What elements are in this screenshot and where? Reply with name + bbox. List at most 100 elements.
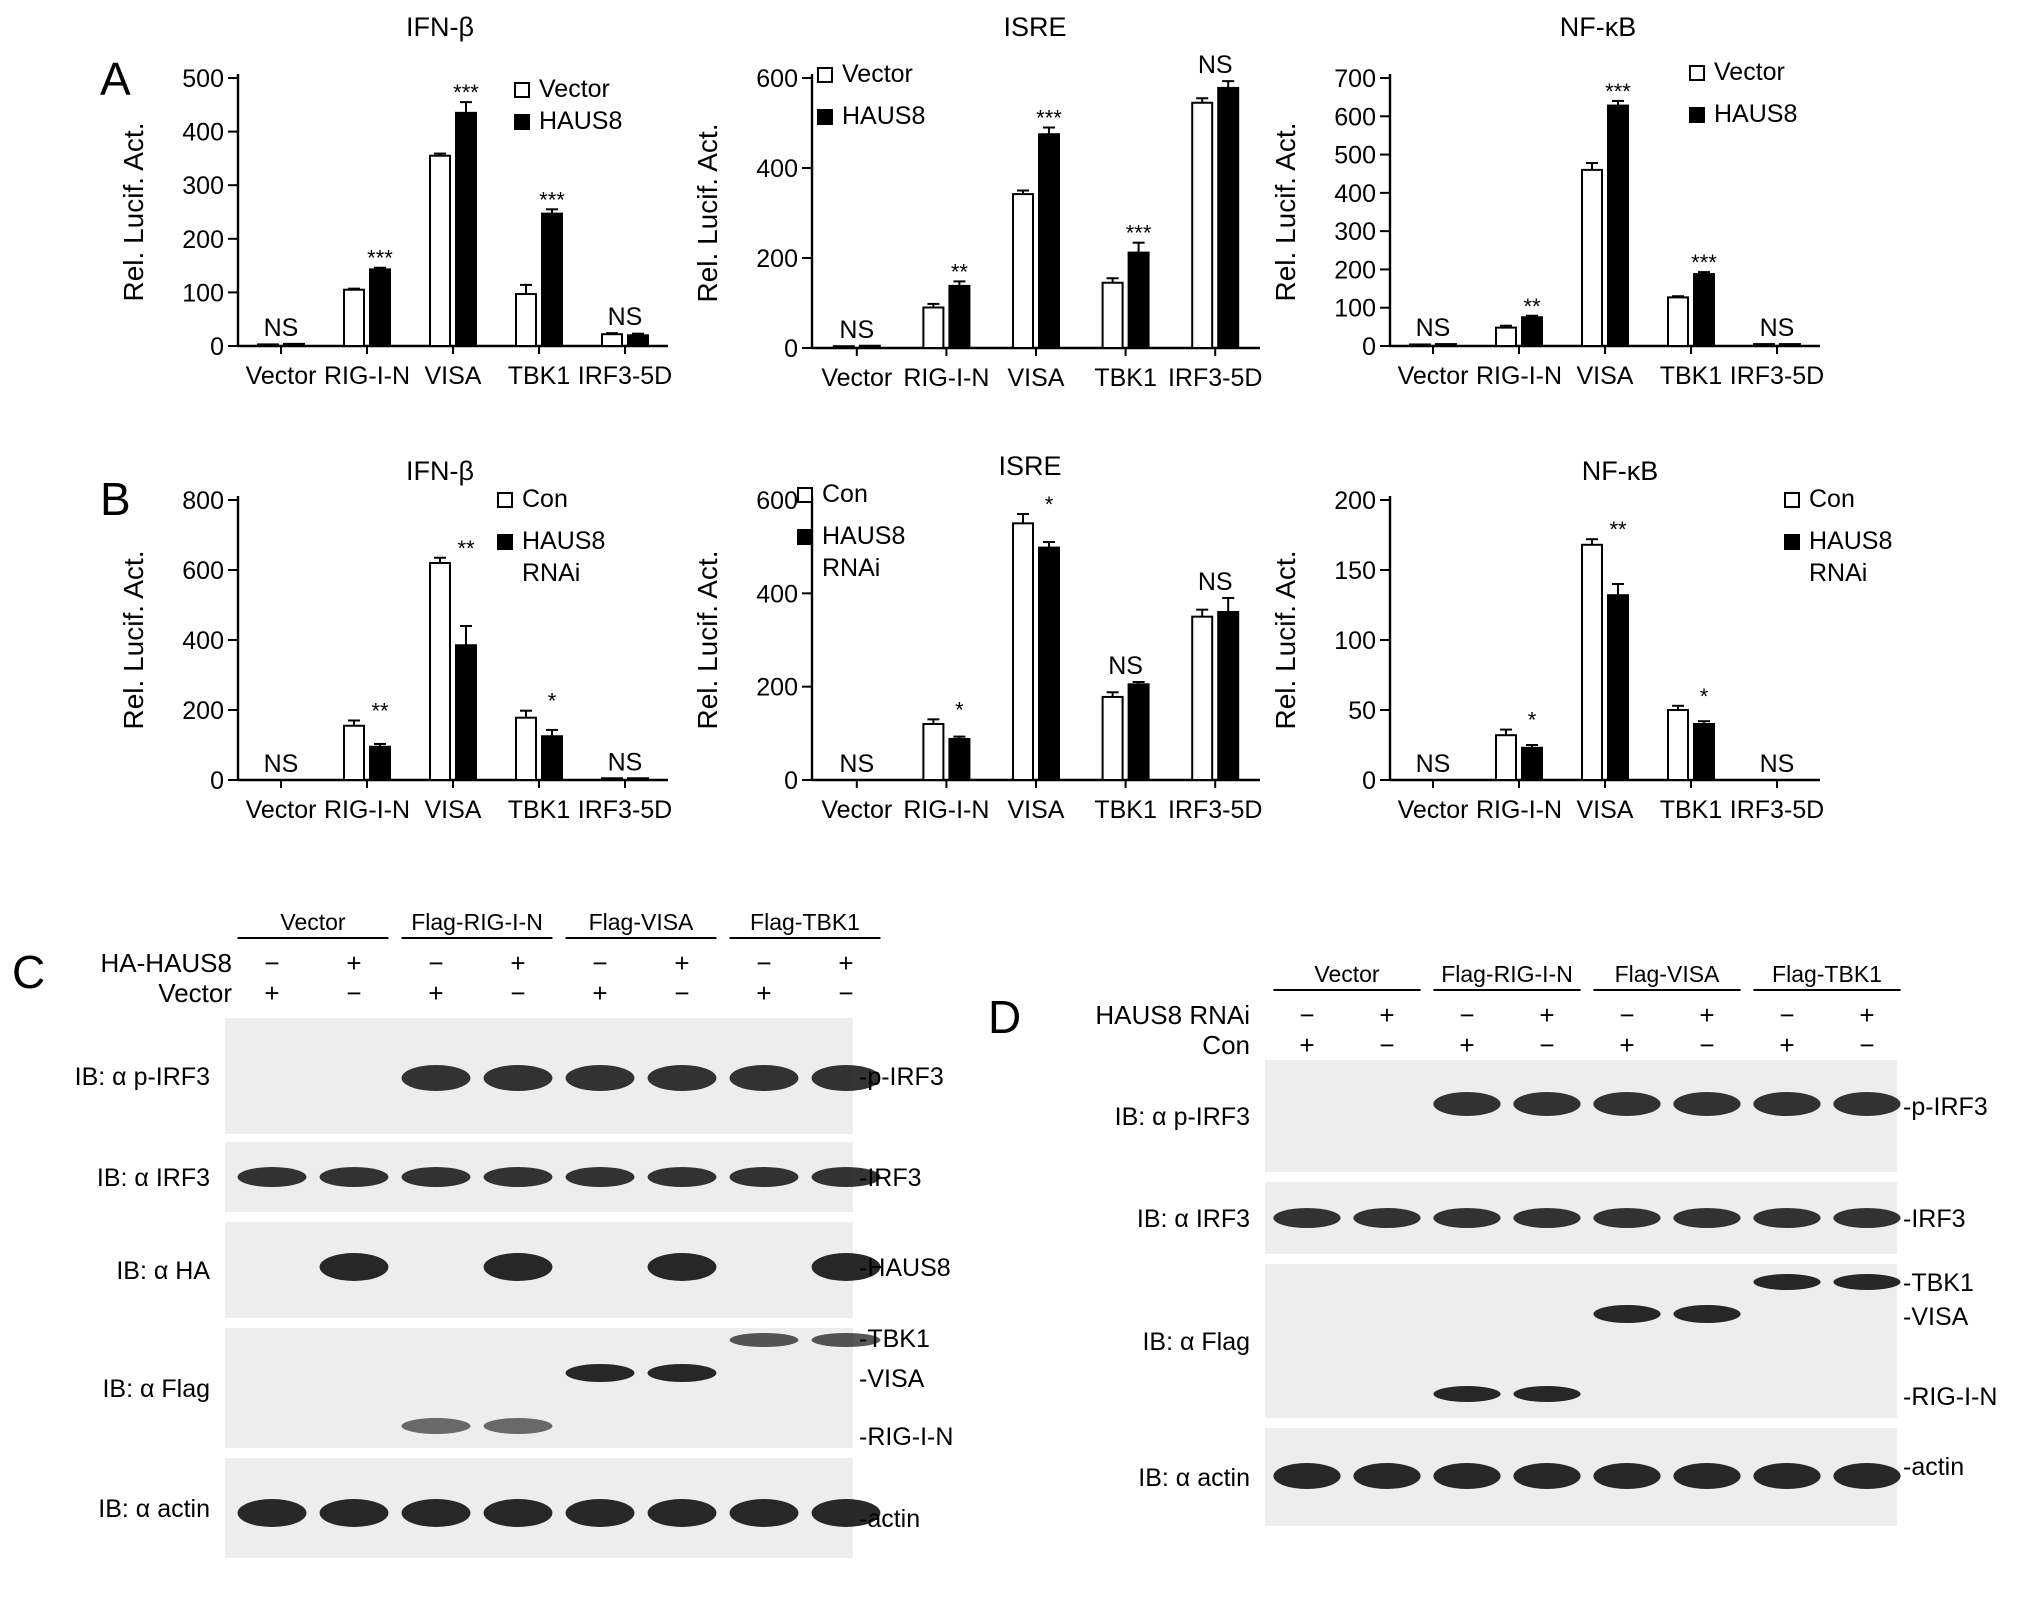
condition-sign: −	[838, 978, 853, 1008]
y-tick-label: 0	[1362, 767, 1376, 795]
legend-label: RNAi	[822, 554, 880, 582]
bar	[429, 562, 451, 781]
band-marker: -IRF3	[1903, 1205, 1966, 1233]
band	[565, 1167, 635, 1187]
bar	[1101, 695, 1124, 782]
ib-label: IB: α actin	[1138, 1464, 1250, 1492]
condition-label: Con	[1202, 1030, 1250, 1060]
bar	[1217, 611, 1240, 781]
legend-swatch	[1689, 107, 1705, 123]
significance-stars: ***	[1605, 79, 1631, 104]
band	[483, 1499, 553, 1527]
bar	[1495, 734, 1517, 782]
chart-title: IFN-β	[406, 12, 474, 42]
band	[401, 1065, 471, 1091]
condition-sign: −	[428, 948, 443, 978]
y-tick-label: 500	[182, 65, 224, 93]
significance-stars: ***	[453, 80, 479, 105]
bar	[1012, 193, 1034, 349]
significance-stars: **	[371, 699, 389, 724]
bar	[1038, 133, 1060, 349]
significance-stars: **	[951, 259, 969, 284]
band	[401, 1499, 471, 1527]
bar	[1127, 683, 1150, 781]
bar	[1038, 546, 1060, 781]
western-blot-d: Vector Flag-RIG-I-N Flag-VISA Flag-TBK1 HAUS…	[1000, 950, 2032, 1600]
legend-label: Vector	[1714, 58, 1785, 86]
band	[565, 1499, 635, 1527]
bar	[1127, 251, 1150, 350]
y-axis-label: Rel. Lucif. Act.	[1270, 551, 1301, 730]
bar	[1667, 709, 1689, 781]
bar	[922, 723, 945, 781]
condition-sign: +	[674, 948, 689, 978]
ib-label: IB: α actin	[98, 1495, 210, 1523]
band	[1273, 1463, 1341, 1489]
chart-title: ISRE	[1003, 12, 1066, 42]
band	[1433, 1092, 1501, 1116]
band	[647, 1499, 717, 1527]
significance-stars: *	[1528, 708, 1537, 733]
bar	[1191, 615, 1214, 782]
y-axis-label: Rel. Lucif. Act.	[118, 551, 149, 730]
y-axis-label: Rel. Lucif. Act.	[118, 123, 149, 302]
legend-swatch	[514, 82, 530, 98]
y-tick-label: 0	[784, 335, 798, 363]
bar	[1693, 273, 1715, 347]
band-marker: -HAUS8	[859, 1254, 951, 1282]
ib-label: IB: α IRF3	[1137, 1205, 1250, 1233]
band	[647, 1167, 717, 1187]
legend-swatch	[817, 109, 833, 125]
bar	[541, 735, 563, 781]
legend-swatch	[1689, 65, 1705, 81]
band	[729, 1499, 799, 1527]
band	[647, 1364, 717, 1382]
condition-sign: −	[1299, 1000, 1314, 1030]
significance-stars: *	[548, 689, 557, 714]
condition-sign: +	[428, 978, 443, 1008]
condition-sign: −	[756, 948, 771, 978]
bar	[343, 724, 365, 781]
x-tick-label: RIG-I-N	[903, 796, 989, 824]
bar	[1101, 281, 1124, 349]
band-marker: -p-IRF3	[1903, 1093, 1988, 1121]
band	[483, 1065, 553, 1091]
band	[811, 1167, 881, 1187]
x-tick-label: RIG-I-N	[324, 796, 410, 824]
band	[1753, 1274, 1821, 1290]
chart-title: ISRE	[998, 451, 1061, 481]
significance-stars: ***	[1691, 250, 1717, 275]
bar	[1581, 543, 1603, 781]
bar	[1779, 343, 1801, 348]
condition-sign: +	[1779, 1030, 1794, 1060]
condition-sign: −	[1459, 1000, 1474, 1030]
y-tick-label: 100	[1334, 627, 1376, 655]
lane-group-label: Flag-RIG-I-N	[1441, 961, 1573, 987]
y-tick-label: 200	[182, 697, 224, 725]
y-tick-label: 0	[210, 767, 224, 795]
bar	[1191, 101, 1214, 349]
bar-charts: IFN-β Rel. Lucif. Act. 0 100 200 300 400 500 Vec…	[118, 12, 1892, 824]
x-tick-label: TBK1	[1094, 796, 1157, 824]
band	[1513, 1208, 1581, 1228]
bar	[1693, 723, 1715, 781]
chart-title: IFN-β	[406, 456, 474, 486]
condition-sign: +	[1619, 1030, 1634, 1060]
band	[811, 1333, 881, 1347]
condition-sign: +	[1299, 1030, 1314, 1060]
x-tick-label: Vector	[821, 364, 892, 392]
y-tick-label: 200	[756, 674, 798, 702]
y-tick-label: 300	[1334, 218, 1376, 246]
lane-group-label: Flag-VISA	[589, 909, 694, 935]
ib-label: IB: α IRF3	[97, 1164, 210, 1192]
x-tick-label: VISA	[1008, 364, 1065, 392]
condition-sign: +	[264, 978, 279, 1008]
band	[1593, 1208, 1661, 1228]
x-tick-label: IRF3-5D	[1168, 364, 1262, 392]
x-tick-label: TBK1	[1094, 364, 1157, 392]
legend-label: Con	[522, 485, 568, 513]
significance-ns: NS	[1108, 652, 1143, 680]
significance-stars: *	[1700, 684, 1709, 709]
chart-a-2: ISRE Rel. Lucif. Act. 0 200 400 600 Vector NS RI…	[692, 12, 1262, 392]
y-tick-label: 400	[182, 119, 224, 147]
